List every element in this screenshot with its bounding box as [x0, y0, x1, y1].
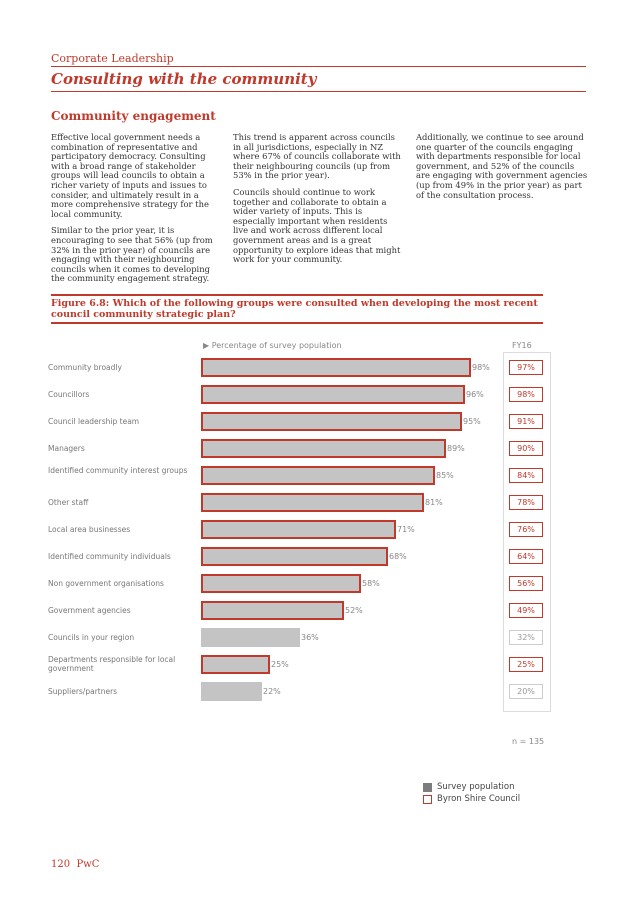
- paragraph: Effective local government needs a combi…: [51, 132, 209, 219]
- page-number: 120: [51, 859, 71, 870]
- bar-value-label: 58%: [362, 579, 380, 588]
- fy16-value: 98%: [509, 387, 543, 402]
- fy16-value: 32%: [509, 630, 543, 645]
- category-label: Councils in your region: [48, 633, 135, 642]
- bar: [201, 439, 446, 458]
- text-column-3: Additionally, we continue to see around …: [416, 132, 588, 207]
- bar: [201, 412, 462, 431]
- bar-value-label: 98%: [472, 363, 490, 372]
- paragraph: Additionally, we continue to see around …: [416, 132, 588, 200]
- fy16-value: 64%: [509, 549, 543, 564]
- fy16-value: 78%: [509, 495, 543, 510]
- fy16-value: 97%: [509, 360, 543, 375]
- fy16-header: FY16: [512, 341, 532, 350]
- bar: [201, 547, 388, 566]
- title-divider: [51, 91, 586, 92]
- legend-label: Byron Shire Council: [437, 794, 521, 804]
- brand-name: PwC: [76, 859, 100, 870]
- subheading: Community engagement: [51, 109, 216, 123]
- bar: [201, 601, 344, 620]
- category-label: Managers: [48, 444, 85, 453]
- bar: [201, 520, 396, 539]
- header-divider: [51, 66, 586, 67]
- bar-value-label: 81%: [425, 498, 443, 507]
- figure-bottom-rule: [51, 322, 543, 324]
- fy16-value: 25%: [509, 657, 543, 672]
- bar: [201, 574, 361, 593]
- category-label: Councillors: [48, 390, 90, 399]
- category-label: Other staff: [48, 498, 89, 507]
- bar: [201, 655, 270, 674]
- fy16-value: 76%: [509, 522, 543, 537]
- fy16-value: 91%: [509, 414, 543, 429]
- paragraph: Similar to the prior year, it is encoura…: [51, 225, 213, 284]
- bar-value-label: 71%: [397, 525, 415, 534]
- bar: [201, 466, 435, 485]
- category-label: Local area businesses: [48, 525, 131, 534]
- category-label: Suppliers/partners: [48, 687, 118, 696]
- legend-swatch-red: [423, 795, 432, 804]
- bar: [201, 385, 465, 404]
- page-title: Consulting with the community: [51, 70, 317, 88]
- figure-title: Figure 6.8: Which of the following group…: [51, 298, 538, 320]
- bar-value-label: 22%: [263, 687, 281, 696]
- fy16-value: 49%: [509, 603, 543, 618]
- bar: [201, 628, 300, 647]
- bar-value-label: 36%: [301, 633, 319, 642]
- fy16-value: 56%: [509, 576, 543, 591]
- category-label: Identified community interest groups: [48, 466, 188, 475]
- bar-value-label: 95%: [463, 417, 481, 426]
- paragraph: Councils should continue to work togethe…: [233, 186, 401, 265]
- category-label: Departments responsible for local govern…: [48, 655, 176, 673]
- bar: [201, 358, 471, 377]
- legend-council: Byron Shire Council: [423, 794, 521, 804]
- fy16-value: 20%: [509, 684, 543, 699]
- legend-swatch-grey: [423, 783, 432, 792]
- category-label: Community broadly: [48, 363, 122, 372]
- fy16-value: 90%: [509, 441, 543, 456]
- fy16-value: 84%: [509, 468, 543, 483]
- sample-size: n = 135: [512, 737, 545, 746]
- section-label: Corporate Leadership: [51, 52, 174, 65]
- category-label: Government agencies: [48, 606, 131, 615]
- category-label: Council leadership team: [48, 417, 140, 426]
- bar-value-label: 85%: [436, 471, 454, 480]
- bar-value-label: 96%: [466, 390, 484, 399]
- page-footer: 120 PwC: [51, 859, 99, 870]
- bar: [201, 493, 424, 512]
- bar-value-label: 52%: [345, 606, 363, 615]
- series-label: ▶ Percentage of survey population: [203, 341, 342, 350]
- legend-survey: Survey population: [423, 782, 515, 792]
- bar-value-label: 89%: [447, 444, 465, 453]
- figure-top-rule: [51, 294, 543, 296]
- paragraph: This trend is apparent across councils i…: [233, 132, 401, 181]
- bar-value-label: 68%: [389, 552, 407, 561]
- bar: [201, 682, 262, 701]
- fy16-column-frame: [503, 352, 551, 712]
- text-column-1: Effective local government needs a combi…: [51, 132, 223, 291]
- text-column-2: This trend is apparent across councils i…: [233, 132, 405, 272]
- bar-value-label: 25%: [271, 660, 289, 669]
- category-label: Non government organisations: [48, 579, 164, 588]
- legend-label: Survey population: [437, 782, 515, 792]
- category-label: Identified community individuals: [48, 552, 171, 561]
